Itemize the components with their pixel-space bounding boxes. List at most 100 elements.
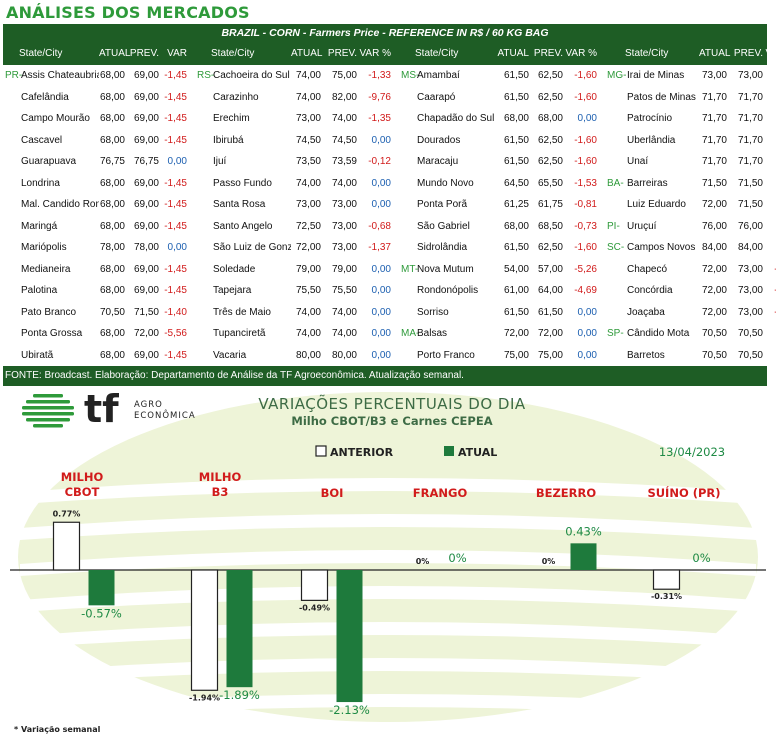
- state-prefix: [195, 87, 211, 109]
- city-name: Tapejara: [213, 285, 252, 296]
- price-atual: 73,00: [295, 199, 321, 210]
- price-prev: 84,00: [737, 242, 763, 253]
- price-var: -1,37: [763, 280, 776, 302]
- price-prev: 82,00: [331, 91, 357, 103]
- price-var: -1,45: [164, 220, 187, 232]
- price-atual: 68,00: [99, 263, 125, 275]
- variation-chart-svg: tf AGRO ECONÔMICA VARIAÇÕES PERCENTUAIS …: [10, 387, 766, 734]
- price-var: -1,45: [164, 199, 187, 210]
- city-cell-group: Cascavel 68,00 69,00 -1,45: [3, 130, 187, 152]
- price-atual: 61,25: [503, 199, 529, 210]
- logo-line2: ECONÔMICA: [134, 409, 196, 421]
- price-var: 0,00: [577, 113, 597, 124]
- price-atual: 76,00: [701, 220, 727, 232]
- price-prev: 76,00: [737, 220, 763, 232]
- city-cell-group: Ijuí 73,50 73,59 -0,12: [195, 151, 391, 173]
- header-var: VAR %: [359, 48, 392, 59]
- data-label-anterior: 0.77%: [53, 509, 81, 518]
- price-var: -4,69: [574, 285, 597, 296]
- price-var: -0,12: [368, 156, 391, 167]
- price-atual: 74,00: [295, 177, 321, 189]
- city-name: Passo Fundo: [213, 177, 272, 189]
- price-atual: 61,50: [503, 156, 529, 167]
- background-stripe: [20, 514, 756, 540]
- city-name: Campo Mourão: [21, 113, 90, 124]
- table-banner: BRAZIL - CORN - Farmers Price - REFERENC…: [3, 24, 767, 42]
- header-atual: ATUAL: [99, 48, 131, 59]
- header-city: State/City: [211, 48, 255, 59]
- state-prefix: [399, 194, 415, 216]
- price-atual: 72,00: [701, 263, 727, 275]
- city-name: Luiz Eduardo: [627, 199, 686, 210]
- city-name: Tupanciretã: [213, 328, 266, 339]
- price-var: 0,00: [763, 216, 776, 238]
- price-var: 0,00: [763, 130, 776, 152]
- price-prev: 73,00: [737, 70, 763, 81]
- state-prefix: [3, 151, 19, 173]
- state-prefix: [399, 151, 415, 173]
- price-var: -1,60: [574, 91, 597, 103]
- price-atual: 79,00: [295, 263, 321, 275]
- table-row: Ponta Grossa 68,00 72,00 -5,56 Tupanciretã 74…: [3, 323, 767, 345]
- price-var: 0,00: [763, 173, 776, 195]
- price-atual: 75,00: [503, 349, 529, 361]
- legend-swatch-anterior: [315, 445, 327, 457]
- bar-anterior: [52, 521, 81, 571]
- state-prefix: [399, 130, 415, 152]
- state-prefix: [195, 173, 211, 195]
- city-cell-group: São Gabriel 68,00 68,50 -0,73: [399, 216, 597, 238]
- price-var: 0,00: [763, 151, 776, 173]
- price-atual: 61,50: [503, 242, 529, 253]
- city-name: Sorriso: [417, 306, 449, 318]
- table-row: Londrina 68,00 69,00 -1,45 Passo Fundo 74,00 7…: [3, 173, 767, 195]
- city-name: Três de Maio: [213, 306, 271, 318]
- price-prev: 73,00: [737, 285, 763, 296]
- price-prev: 74,00: [331, 113, 357, 124]
- price-prev: 72,00: [133, 328, 159, 339]
- city-name: Uberlândia: [627, 134, 676, 146]
- price-prev: 61,75: [537, 199, 563, 210]
- city-cell-group: MT- Nova Mutum 54,00 57,00 -5,26: [399, 259, 597, 281]
- city-name: Medianeira: [21, 263, 71, 275]
- state-prefix: [3, 216, 19, 238]
- price-atual: 72,00: [701, 285, 727, 296]
- price-prev: 79,00: [331, 263, 357, 275]
- city-name: Carazinho: [213, 91, 259, 103]
- price-atual: 74,00: [295, 328, 321, 339]
- header-prev: PREV.: [533, 48, 563, 59]
- table-row: Mal. Candido Rondon68,00 69,00 -1,45 Santa …: [3, 194, 767, 216]
- price-var: -1,60: [574, 70, 597, 81]
- price-atual: 61,50: [503, 70, 529, 81]
- table-row: Pato Branco 70,50 71,50 -1,40 Três de Maio 74…: [3, 302, 776, 324]
- state-prefix: [195, 216, 211, 238]
- legend-label-anterior: ANTERIOR: [330, 446, 394, 459]
- category-label: FRANGO: [413, 486, 468, 500]
- data-label-anterior: -0.49%: [299, 603, 330, 612]
- price-var: 0,00: [577, 349, 597, 361]
- data-label-atual: -1.89%: [219, 688, 260, 702]
- chart-legend: ANTERIOR ATUAL: [315, 445, 497, 459]
- price-atual: 71,70: [701, 113, 727, 124]
- price-var: -1,33: [368, 70, 391, 81]
- globe-stripe: [26, 400, 70, 404]
- city-name: Ubiratã: [21, 349, 54, 361]
- table-row: Ubiratã 68,00 69,00 -1,45 Vacaria 80,00 80,00 0…: [3, 345, 767, 367]
- price-var: -9,76: [368, 91, 391, 103]
- city-name: Sidrolândia: [417, 242, 468, 253]
- globe-stripe: [22, 412, 74, 416]
- state-prefix: [3, 302, 19, 324]
- state-prefix: MS-: [401, 70, 420, 81]
- price-var: -1,40: [164, 306, 187, 318]
- price-atual: 80,00: [295, 349, 321, 361]
- price-prev: 74,50: [331, 134, 357, 146]
- city-name: Cafelândia: [21, 91, 69, 103]
- price-atual: 71,50: [701, 177, 727, 189]
- price-prev: 73,59: [331, 156, 357, 167]
- state-prefix: BA-: [607, 177, 624, 189]
- city-cell-group: Ubiratã 68,00 69,00 -1,45: [3, 345, 187, 367]
